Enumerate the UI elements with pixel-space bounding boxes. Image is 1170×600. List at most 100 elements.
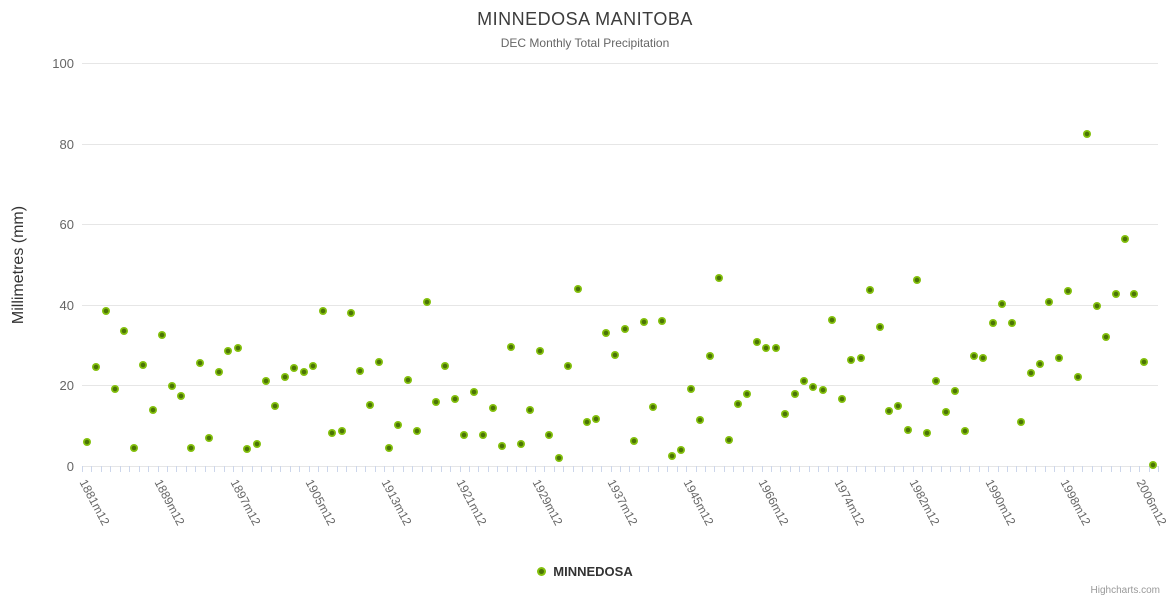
data-point[interactable] — [177, 392, 186, 401]
data-point[interactable] — [507, 342, 516, 351]
data-point[interactable] — [1045, 297, 1054, 306]
data-point[interactable] — [384, 444, 393, 453]
data-point[interactable] — [469, 387, 478, 396]
data-point[interactable] — [818, 386, 827, 395]
data-point[interactable] — [705, 352, 714, 361]
data-point[interactable] — [620, 325, 629, 334]
data-point[interactable] — [526, 406, 535, 415]
data-point[interactable] — [214, 368, 223, 377]
data-point[interactable] — [186, 443, 195, 452]
data-point[interactable] — [677, 445, 686, 454]
data-point[interactable] — [649, 403, 658, 412]
data-point[interactable] — [1026, 369, 1035, 378]
data-point[interactable] — [92, 363, 101, 372]
data-point[interactable] — [375, 358, 384, 367]
data-point[interactable] — [781, 410, 790, 418]
data-point[interactable] — [290, 364, 299, 373]
data-point[interactable] — [724, 436, 733, 445]
data-point[interactable] — [1139, 357, 1148, 366]
data-point[interactable] — [828, 316, 837, 325]
data-point[interactable] — [866, 286, 875, 295]
data-point[interactable] — [837, 394, 846, 403]
data-point[interactable] — [630, 437, 639, 446]
data-point[interactable] — [1111, 290, 1120, 299]
data-point[interactable] — [158, 331, 167, 340]
data-point[interactable] — [365, 400, 374, 409]
data-point[interactable] — [951, 387, 960, 396]
data-point[interactable] — [299, 367, 308, 376]
data-point[interactable] — [148, 406, 157, 415]
data-point[interactable] — [771, 344, 780, 353]
data-point[interactable] — [1017, 418, 1026, 427]
data-point[interactable] — [516, 440, 525, 449]
data-point[interactable] — [885, 406, 893, 415]
data-point[interactable] — [1083, 129, 1092, 138]
data-point[interactable] — [592, 415, 601, 424]
data-point[interactable] — [271, 401, 280, 410]
data-point[interactable] — [460, 430, 469, 439]
data-point[interactable] — [903, 426, 912, 435]
data-point[interactable] — [582, 417, 591, 426]
data-point[interactable] — [120, 326, 129, 335]
data-point[interactable] — [601, 328, 610, 337]
data-point[interactable] — [856, 353, 865, 362]
data-point[interactable] — [800, 377, 809, 386]
data-point[interactable] — [82, 438, 91, 447]
data-point[interactable] — [243, 445, 252, 454]
data-point[interactable] — [422, 297, 431, 306]
data-point[interactable] — [611, 351, 620, 360]
data-point[interactable] — [1073, 372, 1082, 381]
data-point[interactable] — [667, 452, 676, 461]
data-point[interactable] — [1102, 333, 1111, 342]
data-point[interactable] — [1120, 235, 1129, 244]
data-point[interactable] — [998, 299, 1007, 308]
data-point[interactable] — [318, 306, 327, 315]
data-point[interactable] — [1130, 290, 1139, 299]
data-point[interactable] — [233, 344, 242, 353]
data-point[interactable] — [752, 337, 761, 346]
data-point[interactable] — [573, 284, 582, 293]
data-point[interactable] — [262, 377, 271, 386]
data-point[interactable] — [111, 385, 120, 394]
data-point[interactable] — [979, 354, 988, 363]
data-point[interactable] — [941, 407, 950, 416]
data-point[interactable] — [733, 399, 742, 408]
data-point[interactable] — [922, 429, 931, 438]
data-point[interactable] — [309, 362, 318, 371]
data-point[interactable] — [195, 359, 204, 368]
data-point[interactable] — [988, 318, 997, 327]
data-point[interactable] — [658, 317, 667, 326]
data-point[interactable] — [1064, 286, 1073, 295]
data-point[interactable] — [969, 352, 978, 361]
data-point[interactable] — [224, 347, 233, 356]
data-point[interactable] — [431, 397, 440, 406]
data-point[interactable] — [488, 404, 497, 413]
data-point[interactable] — [1036, 359, 1045, 368]
data-point[interactable] — [894, 401, 903, 410]
data-point[interactable] — [347, 308, 355, 317]
data-point[interactable] — [450, 395, 459, 404]
data-point[interactable] — [403, 376, 412, 385]
data-point[interactable] — [205, 433, 214, 442]
data-point[interactable] — [441, 362, 450, 371]
data-point[interactable] — [535, 346, 544, 355]
data-point[interactable] — [1092, 302, 1101, 311]
data-point[interactable] — [715, 274, 724, 283]
data-point[interactable] — [1149, 460, 1158, 469]
data-point[interactable] — [639, 317, 648, 326]
data-point[interactable] — [280, 372, 289, 381]
data-point[interactable] — [129, 443, 138, 452]
data-point[interactable] — [337, 427, 346, 436]
data-point[interactable] — [545, 430, 554, 439]
data-point[interactable] — [498, 441, 507, 450]
data-point[interactable] — [139, 361, 148, 370]
data-point[interactable] — [564, 362, 573, 371]
data-point[interactable] — [252, 439, 261, 448]
data-point[interactable] — [743, 390, 752, 399]
data-point[interactable] — [913, 276, 922, 285]
data-point[interactable] — [809, 383, 818, 392]
data-point[interactable] — [932, 377, 941, 386]
data-point[interactable] — [554, 453, 563, 462]
data-point[interactable] — [413, 426, 422, 435]
data-point[interactable] — [479, 430, 488, 439]
